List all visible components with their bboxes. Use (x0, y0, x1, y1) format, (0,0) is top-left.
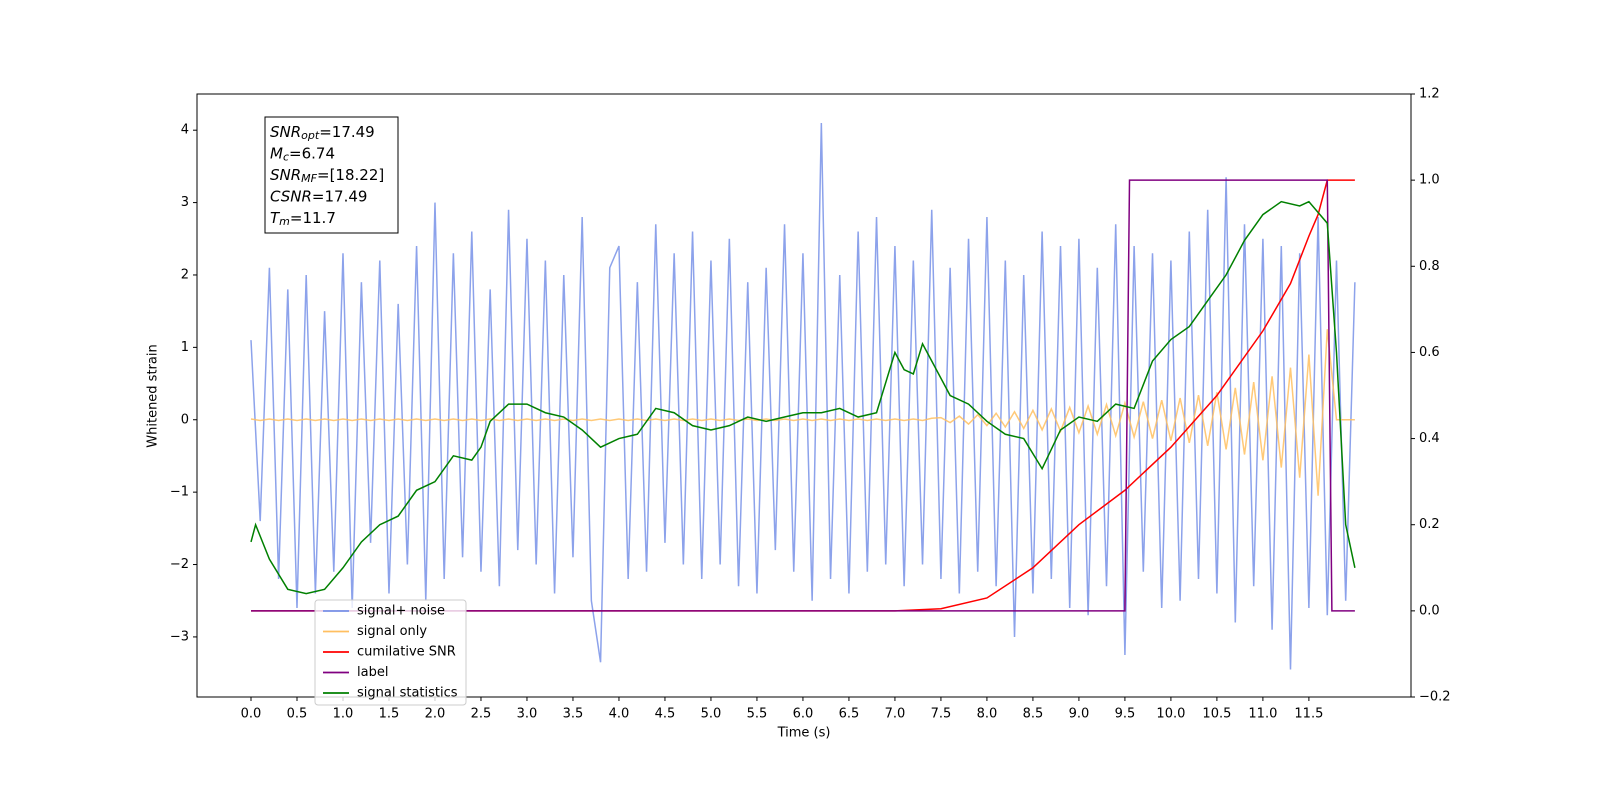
x-tick-label: 11.0 (1248, 707, 1277, 722)
annotation: Tm=11.7 (270, 209, 336, 229)
y-tick-label: 4 (181, 123, 189, 138)
x-tick-label: 2.5 (471, 707, 492, 722)
x-tick-label: 5.5 (747, 707, 768, 722)
y-tick-label: 0 (181, 412, 189, 427)
annotation: SNRopt=17.49 (270, 123, 375, 143)
annotation-part: M (270, 144, 283, 162)
annotation: CSNR=17.49 (270, 187, 367, 205)
x-tick-label: 4.5 (655, 707, 676, 722)
x-tick-label: 0.0 (241, 707, 262, 722)
x-tick-label: 11.5 (1294, 707, 1323, 722)
y2-tick-label: 1.2 (1419, 87, 1440, 102)
annotation: SNRMF=[18.22] (270, 166, 384, 186)
y2-tick-label: 1.0 (1419, 173, 1440, 188)
x-tick-label: 7.0 (885, 707, 906, 722)
legend-label: signal statistics (357, 686, 458, 701)
annotation: Mc=6.74 (270, 144, 335, 164)
y2-tick-label: −0.2 (1419, 690, 1451, 705)
x-tick-label: 10.0 (1156, 707, 1185, 722)
annotation-part: =6.74 (289, 144, 335, 162)
y2-tick-label: 0.2 (1419, 517, 1440, 532)
x-tick-label: 3.5 (563, 707, 584, 722)
annotation-part: MF (301, 172, 317, 185)
annotation-part: SNR (270, 123, 301, 141)
x-axis-label: Time (s) (777, 726, 831, 741)
annotation-part: c (283, 151, 289, 164)
y-tick-label: 1 (181, 340, 189, 355)
y-tick-label: −2 (170, 557, 189, 572)
legend-label: label (357, 665, 388, 680)
y2-tick-label: 0.8 (1419, 259, 1440, 274)
annotation-box (264, 116, 399, 234)
y2-tick-label: 0.4 (1419, 431, 1440, 446)
x-tick-label: 7.5 (931, 707, 952, 722)
x-tick-label: 6.0 (793, 707, 814, 722)
x-tick-label: 5.0 (701, 707, 722, 722)
y-tick-label: 2 (181, 267, 189, 282)
legend-label: cumilative SNR (357, 645, 456, 660)
x-tick-label: 3.0 (517, 707, 538, 722)
legend-label: signal+ noise (357, 604, 445, 619)
y-tick-label: 3 (181, 195, 189, 210)
annotation-part: T (270, 209, 281, 227)
y-tick-label: −3 (170, 629, 189, 644)
x-tick-label: 1.0 (333, 707, 354, 722)
x-tick-label: 9.5 (1115, 707, 1136, 722)
annotation-part: =17.49 (312, 187, 368, 205)
x-tick-label: 4.0 (609, 707, 630, 722)
annotation-part: SNR (270, 166, 301, 184)
series-line (251, 179, 1355, 612)
y2-tick-label: 0.6 (1419, 345, 1440, 360)
legend-label: signal only (357, 624, 427, 639)
annotation-part: opt (301, 129, 320, 142)
x-tick-label: 8.0 (977, 707, 998, 722)
x-tick-label: 0.5 (287, 707, 308, 722)
annotation-part: m (279, 215, 290, 228)
x-tick-label: 10.5 (1202, 707, 1231, 722)
legend-box (314, 599, 467, 706)
series-line (250, 200, 1356, 595)
x-tick-label: 9.0 (1069, 707, 1090, 722)
y-axis-label: Whitened strain (146, 344, 161, 447)
series-line (250, 122, 1356, 670)
annotation-part: =11.7 (290, 209, 336, 227)
series-line (250, 329, 1355, 496)
annotation-part: =[18.22] (317, 166, 384, 184)
annotation-part: CSNR (270, 187, 312, 205)
plot-frame (196, 93, 1412, 698)
x-tick-label: 1.5 (379, 707, 400, 722)
y-tick-label: −1 (170, 485, 189, 500)
series-line (251, 179, 1355, 612)
x-tick-label: 2.0 (425, 707, 446, 722)
x-tick-label: 8.5 (1023, 707, 1044, 722)
annotation-part: =17.49 (319, 123, 375, 141)
x-tick-label: 6.5 (839, 707, 860, 722)
y2-tick-label: 0.0 (1419, 603, 1440, 618)
